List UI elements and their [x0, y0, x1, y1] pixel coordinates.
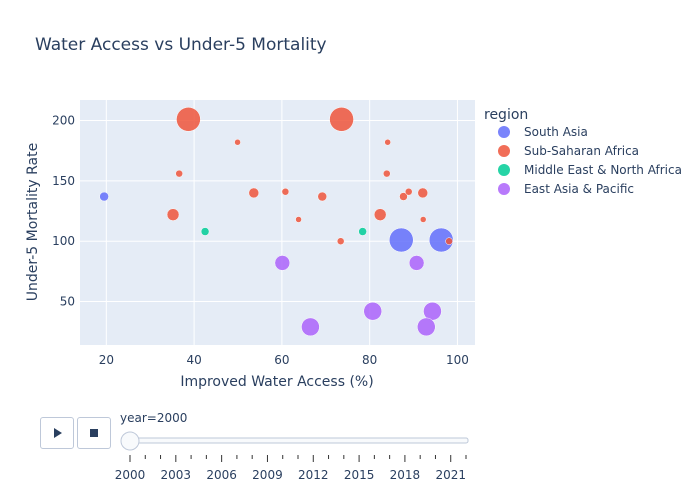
legend-title: region: [484, 107, 528, 123]
y-tick-label: 200: [52, 114, 75, 128]
marker-east-asia-pacific[interactable]: [408, 255, 425, 271]
marker-sub-saharan-africa[interactable]: [383, 169, 391, 178]
chart-title: Water Access vs Under-5 Mortality: [35, 35, 327, 55]
marker-sub-saharan-africa[interactable]: [295, 216, 302, 223]
legend-swatch: [498, 126, 510, 138]
play-button[interactable]: [40, 417, 74, 449]
marker-sub-saharan-africa[interactable]: [336, 237, 345, 245]
marker-south-asia[interactable]: [389, 227, 414, 253]
legend-label: Middle East & North Africa: [524, 163, 682, 177]
marker-south-asia[interactable]: [99, 191, 109, 202]
marker-sub-saharan-africa[interactable]: [176, 107, 201, 132]
marker-sub-saharan-africa[interactable]: [373, 208, 387, 221]
x-axis-label: Improved Water Access (%): [180, 374, 373, 390]
y-tick-label: 50: [60, 295, 75, 309]
legend-swatch: [498, 164, 510, 176]
marker-middle-east-north-africa[interactable]: [200, 227, 210, 236]
marker-east-asia-pacific[interactable]: [423, 301, 442, 321]
marker-east-asia-pacific[interactable]: [301, 317, 320, 337]
stop-button[interactable]: [77, 417, 111, 449]
x-tick-label: 60: [274, 353, 289, 367]
marker-sub-saharan-africa[interactable]: [175, 169, 183, 178]
x-tick-labels: 20 40 60 80 100: [99, 353, 469, 367]
stop-icon: [90, 429, 98, 437]
markers: [99, 107, 454, 337]
marker-sub-saharan-africa[interactable]: [234, 138, 241, 146]
x-tick-label: 40: [186, 353, 201, 367]
marker-east-asia-pacific[interactable]: [274, 255, 291, 271]
play-icon: [54, 428, 62, 438]
legend-item-middle-east-north-africa[interactable]: Middle East & North Africa: [498, 163, 682, 177]
y-axis-label: Under-5 Mortality Rate: [25, 143, 41, 301]
marker-east-asia-pacific[interactable]: [417, 317, 436, 337]
slider-step-label[interactable]: 2006: [206, 468, 237, 482]
legend-label: South Asia: [524, 125, 588, 139]
x-tick-label: 100: [446, 353, 469, 367]
y-tick-labels: 50 100 150 200: [52, 114, 75, 309]
x-tick-label: 20: [99, 353, 114, 367]
legend-item-south-asia[interactable]: South Asia: [498, 125, 588, 139]
marker-sub-saharan-africa[interactable]: [399, 192, 408, 201]
slider-step-label[interactable]: 2018: [390, 468, 421, 482]
slider-rail[interactable]: [121, 437, 469, 444]
plot-area: [80, 100, 475, 345]
marker-sub-saharan-africa[interactable]: [317, 191, 328, 202]
legend-item-east-asia-pacific[interactable]: East Asia & Pacific: [498, 182, 634, 196]
marker-sub-saharan-africa[interactable]: [404, 187, 413, 196]
slider-step-label[interactable]: 2021: [435, 468, 466, 482]
legend-label: Sub-Saharan Africa: [524, 144, 639, 158]
x-tick-label: 80: [362, 353, 377, 367]
slider-current-label: year=2000: [120, 411, 187, 425]
marker-sub-saharan-africa[interactable]: [445, 237, 453, 245]
slider-ticks: 2000 2003 2006 2009 2012 2015 2018 2021: [115, 455, 467, 482]
marker-sub-saharan-africa[interactable]: [166, 208, 180, 221]
legend-item-sub-saharan-africa[interactable]: Sub-Saharan Africa: [498, 144, 639, 158]
legend: South Asia Sub-Saharan Africa Middle East …: [498, 125, 682, 196]
legend-label: East Asia & Pacific: [524, 182, 634, 196]
marker-sub-saharan-africa[interactable]: [384, 138, 391, 146]
slider-step-label[interactable]: 2015: [344, 468, 375, 482]
slider-step-label[interactable]: 2012: [298, 468, 329, 482]
slider-step-label[interactable]: 2003: [161, 468, 192, 482]
marker-east-asia-pacific[interactable]: [363, 301, 382, 321]
legend-swatch: [498, 145, 510, 157]
marker-sub-saharan-africa[interactable]: [419, 216, 427, 223]
marker-sub-saharan-africa[interactable]: [417, 187, 429, 199]
marker-middle-east-north-africa[interactable]: [358, 227, 367, 236]
y-tick-label: 150: [52, 174, 75, 188]
gridlines: [80, 100, 475, 345]
slider-handle[interactable]: [120, 431, 140, 451]
marker-sub-saharan-africa[interactable]: [281, 187, 290, 196]
slider-step-label[interactable]: 2000: [115, 468, 146, 482]
legend-swatch: [498, 183, 510, 195]
marker-sub-saharan-africa[interactable]: [248, 187, 260, 199]
marker-sub-saharan-africa[interactable]: [329, 107, 354, 132]
marker-south-asia[interactable]: [428, 227, 454, 253]
slider-step-label[interactable]: 2009: [252, 468, 283, 482]
y-tick-label: 100: [52, 234, 75, 248]
